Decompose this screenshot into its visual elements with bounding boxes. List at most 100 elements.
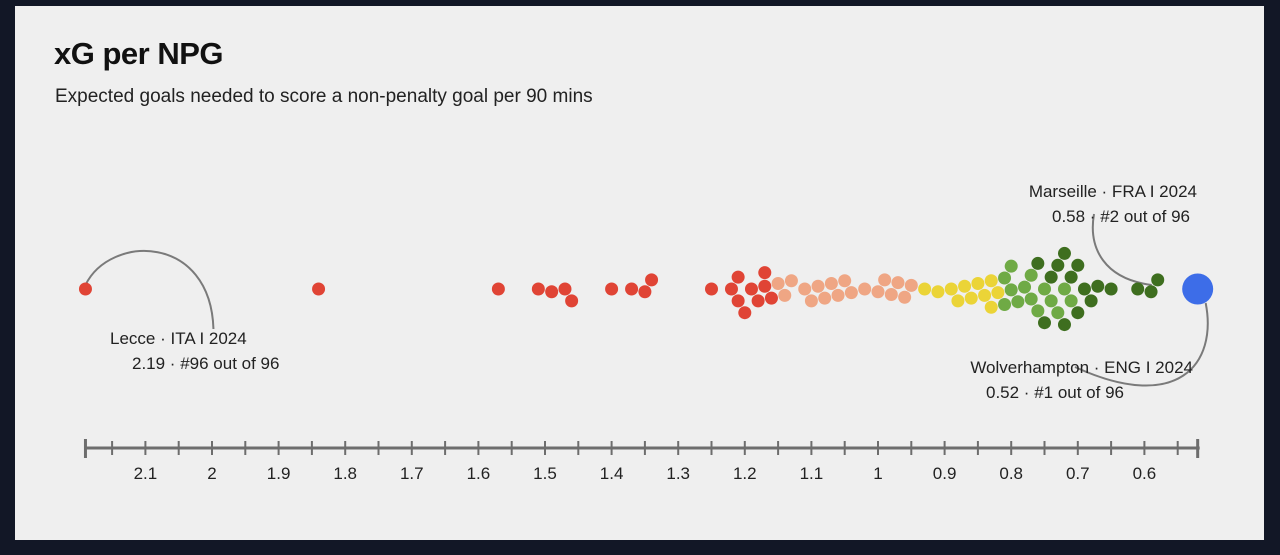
data-point <box>778 288 792 302</box>
data-point <box>984 300 998 314</box>
data-point <box>918 282 932 296</box>
data-point <box>798 282 812 296</box>
data-point <box>844 286 858 300</box>
data-point <box>1044 294 1058 308</box>
data-point <box>1071 306 1085 320</box>
data-point <box>1057 318 1071 332</box>
data-point <box>558 282 572 296</box>
x-tick-label: 0.8 <box>999 464 1023 483</box>
data-point <box>758 279 772 293</box>
data-point <box>1064 294 1078 308</box>
data-point <box>724 282 738 296</box>
chart-subtitle: Expected goals needed to score a non-pen… <box>55 86 593 107</box>
data-point <box>738 306 752 320</box>
annotation-wolverhampton-title: Wolverhampton · ENG I 2024 <box>970 358 1193 377</box>
data-point <box>744 282 758 296</box>
connector-lecce <box>84 250 215 330</box>
data-point <box>1024 268 1038 282</box>
data-point <box>944 282 958 296</box>
annotations: Lecce · ITA I 2024 2.19 · #96 out of 96 … <box>110 182 1197 402</box>
annotation-lecce-title: Lecce · ITA I 2024 <box>110 329 247 348</box>
data-point <box>565 294 579 308</box>
data-point <box>645 273 659 287</box>
data-point <box>978 288 992 302</box>
data-point <box>1038 316 1051 330</box>
data-point <box>818 291 832 305</box>
data-point <box>1091 279 1105 293</box>
annotation-marseille-value: 0.58 · #2 out of 96 <box>1052 207 1190 226</box>
chart-title: xG per NPG <box>54 36 224 71</box>
x-tick-label: 1.4 <box>600 464 624 483</box>
data-point <box>904 278 918 292</box>
data-point <box>531 282 545 296</box>
data-point <box>764 291 778 305</box>
data-point <box>1151 273 1165 287</box>
data-point <box>1064 270 1078 284</box>
x-tick-label: 2.1 <box>134 464 158 483</box>
data-point <box>1071 258 1085 272</box>
data-point <box>771 277 785 291</box>
data-point <box>1057 282 1071 296</box>
data-point <box>971 277 985 291</box>
data-point <box>898 290 912 304</box>
data-point <box>991 286 1005 300</box>
x-tick-label: 1 <box>873 464 882 483</box>
data-point <box>1004 259 1018 273</box>
data-point <box>1084 294 1098 308</box>
data-point <box>1038 282 1051 296</box>
data-point <box>931 285 945 299</box>
data-point <box>312 282 326 296</box>
annotation-marseille-title: Marseille · FRA I 2024 <box>1029 182 1197 201</box>
x-tick-label: 2 <box>207 464 216 483</box>
connector-wolverhampton <box>1074 302 1209 387</box>
x-tick-label: 1.3 <box>666 464 690 483</box>
annotation-connectors <box>84 213 1209 387</box>
data-point <box>625 282 639 296</box>
data-point <box>1051 258 1065 272</box>
x-tick-label: 1.2 <box>733 464 757 483</box>
data-point <box>605 282 619 296</box>
x-tick-label: 0.7 <box>1066 464 1090 483</box>
data-point <box>1144 285 1158 299</box>
x-tick-label: 1.5 <box>533 464 557 483</box>
x-tick-label: 1.9 <box>267 464 291 483</box>
data-point <box>1044 270 1058 284</box>
x-tick-label: 1.7 <box>400 464 424 483</box>
data-point <box>1011 295 1025 309</box>
data-point <box>1024 292 1038 306</box>
data-point <box>1018 280 1032 294</box>
data-point <box>984 274 998 288</box>
data-point <box>878 273 892 287</box>
x-tick-label: 1.6 <box>467 464 491 483</box>
data-point <box>705 282 718 296</box>
highlight-point <box>1182 273 1214 305</box>
data-point <box>758 266 772 280</box>
x-axis: 2.1 2 1.9 1.8 1.7 1.6 1.5 1.4 1.3 1.2 1.1 1 0.9 0.8 0.… <box>83 439 1200 483</box>
annotation-wolverhampton-value: 0.52 · #1 out of 96 <box>986 383 1124 402</box>
data-point <box>1104 282 1118 296</box>
data-point <box>1057 246 1071 260</box>
x-tick-label: 0.9 <box>933 464 957 483</box>
data-point <box>884 287 898 301</box>
connector-marseille <box>1091 213 1152 286</box>
x-tick-label: 0.6 <box>1133 464 1157 483</box>
data-point <box>545 285 559 299</box>
data-points <box>78 246 1214 332</box>
data-point <box>638 285 652 299</box>
data-point <box>958 279 972 293</box>
data-point <box>858 282 872 296</box>
data-point <box>891 276 905 290</box>
data-point <box>811 279 825 293</box>
data-point <box>731 270 745 284</box>
data-point <box>804 294 818 308</box>
data-point <box>1031 256 1045 270</box>
data-point <box>1031 304 1045 318</box>
data-point <box>871 285 885 299</box>
data-point <box>784 274 798 288</box>
data-point <box>1131 282 1145 296</box>
data-point <box>731 294 745 308</box>
data-point <box>998 297 1012 311</box>
data-point <box>1004 283 1018 297</box>
data-point <box>824 277 838 291</box>
